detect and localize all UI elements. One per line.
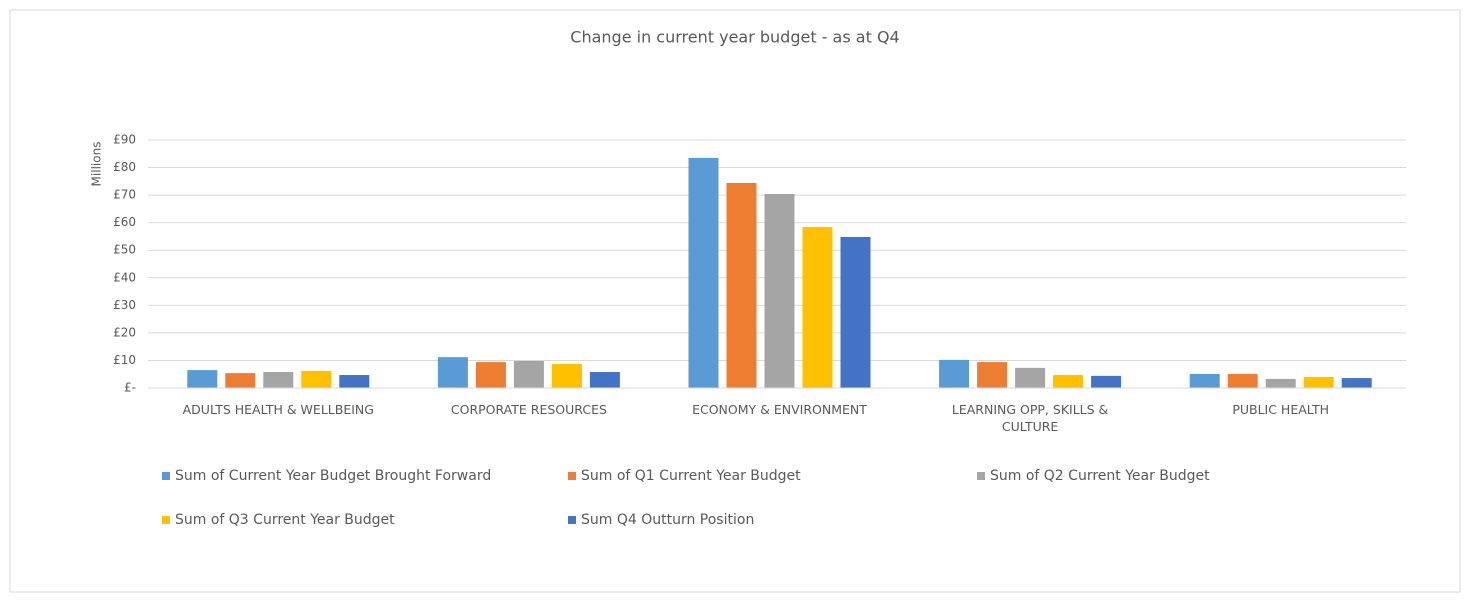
legend-swatch [162, 516, 170, 524]
x-tick-label: PUBLIC HEALTH [1232, 402, 1330, 417]
bar [802, 227, 833, 388]
legend-label: Sum Q4 Outturn Position [581, 512, 754, 528]
bar [1015, 367, 1046, 388]
legend-swatch [977, 472, 985, 480]
bar [939, 359, 970, 388]
legend-label: Sum of Current Year Budget Brought Forwa… [175, 468, 491, 484]
y-tick-label: £- [124, 381, 136, 395]
bar [263, 372, 294, 388]
y-tick-label: £70 [113, 188, 136, 202]
bar [1303, 376, 1334, 388]
legend-label: Sum of Q3 Current Year Budget [175, 512, 395, 528]
bar [437, 357, 468, 388]
bar [1341, 378, 1372, 388]
bar [1189, 373, 1220, 388]
y-tick-label: £10 [113, 353, 136, 367]
bar [1265, 378, 1296, 388]
bar [339, 375, 370, 388]
legend-swatch [568, 472, 576, 480]
y-axis-label: Millions [90, 142, 104, 187]
bar [551, 364, 582, 388]
x-tick-label: ECONOMY & ENVIRONMENT [692, 402, 867, 417]
legend-swatch [162, 472, 170, 480]
bar [1091, 375, 1122, 388]
bar [726, 182, 757, 388]
legend-label: Sum of Q2 Current Year Budget [990, 468, 1210, 484]
bar [225, 373, 256, 388]
bar [513, 360, 544, 388]
y-tick-label: £20 [113, 325, 136, 339]
y-tick-label: £80 [113, 160, 136, 174]
bar [475, 362, 506, 388]
y-tick-label: £90 [113, 133, 136, 147]
bar [977, 362, 1008, 388]
x-tick-label: ADULTS HEALTH & WELLBEING [182, 402, 374, 417]
x-tick-label: CORPORATE RESOURCES [450, 402, 607, 417]
y-tick-label: £60 [113, 215, 136, 229]
bar [764, 194, 795, 388]
y-tick-label: £30 [113, 298, 136, 312]
bar [187, 370, 218, 388]
legend-label: Sum of Q1 Current Year Budget [581, 468, 801, 484]
bar [301, 370, 332, 388]
bar [688, 157, 719, 388]
bar [1227, 373, 1258, 388]
y-tick-label: £40 [113, 270, 136, 284]
bar [840, 236, 871, 388]
chart-title: Change in current year budget - as at Q4 [570, 28, 899, 47]
y-tick-label: £50 [113, 243, 136, 257]
bar [1053, 375, 1084, 388]
bar [589, 372, 620, 388]
legend-swatch [568, 516, 576, 524]
x-tick-label: LEARNING OPP, SKILLS & CULTURE [951, 402, 1109, 434]
